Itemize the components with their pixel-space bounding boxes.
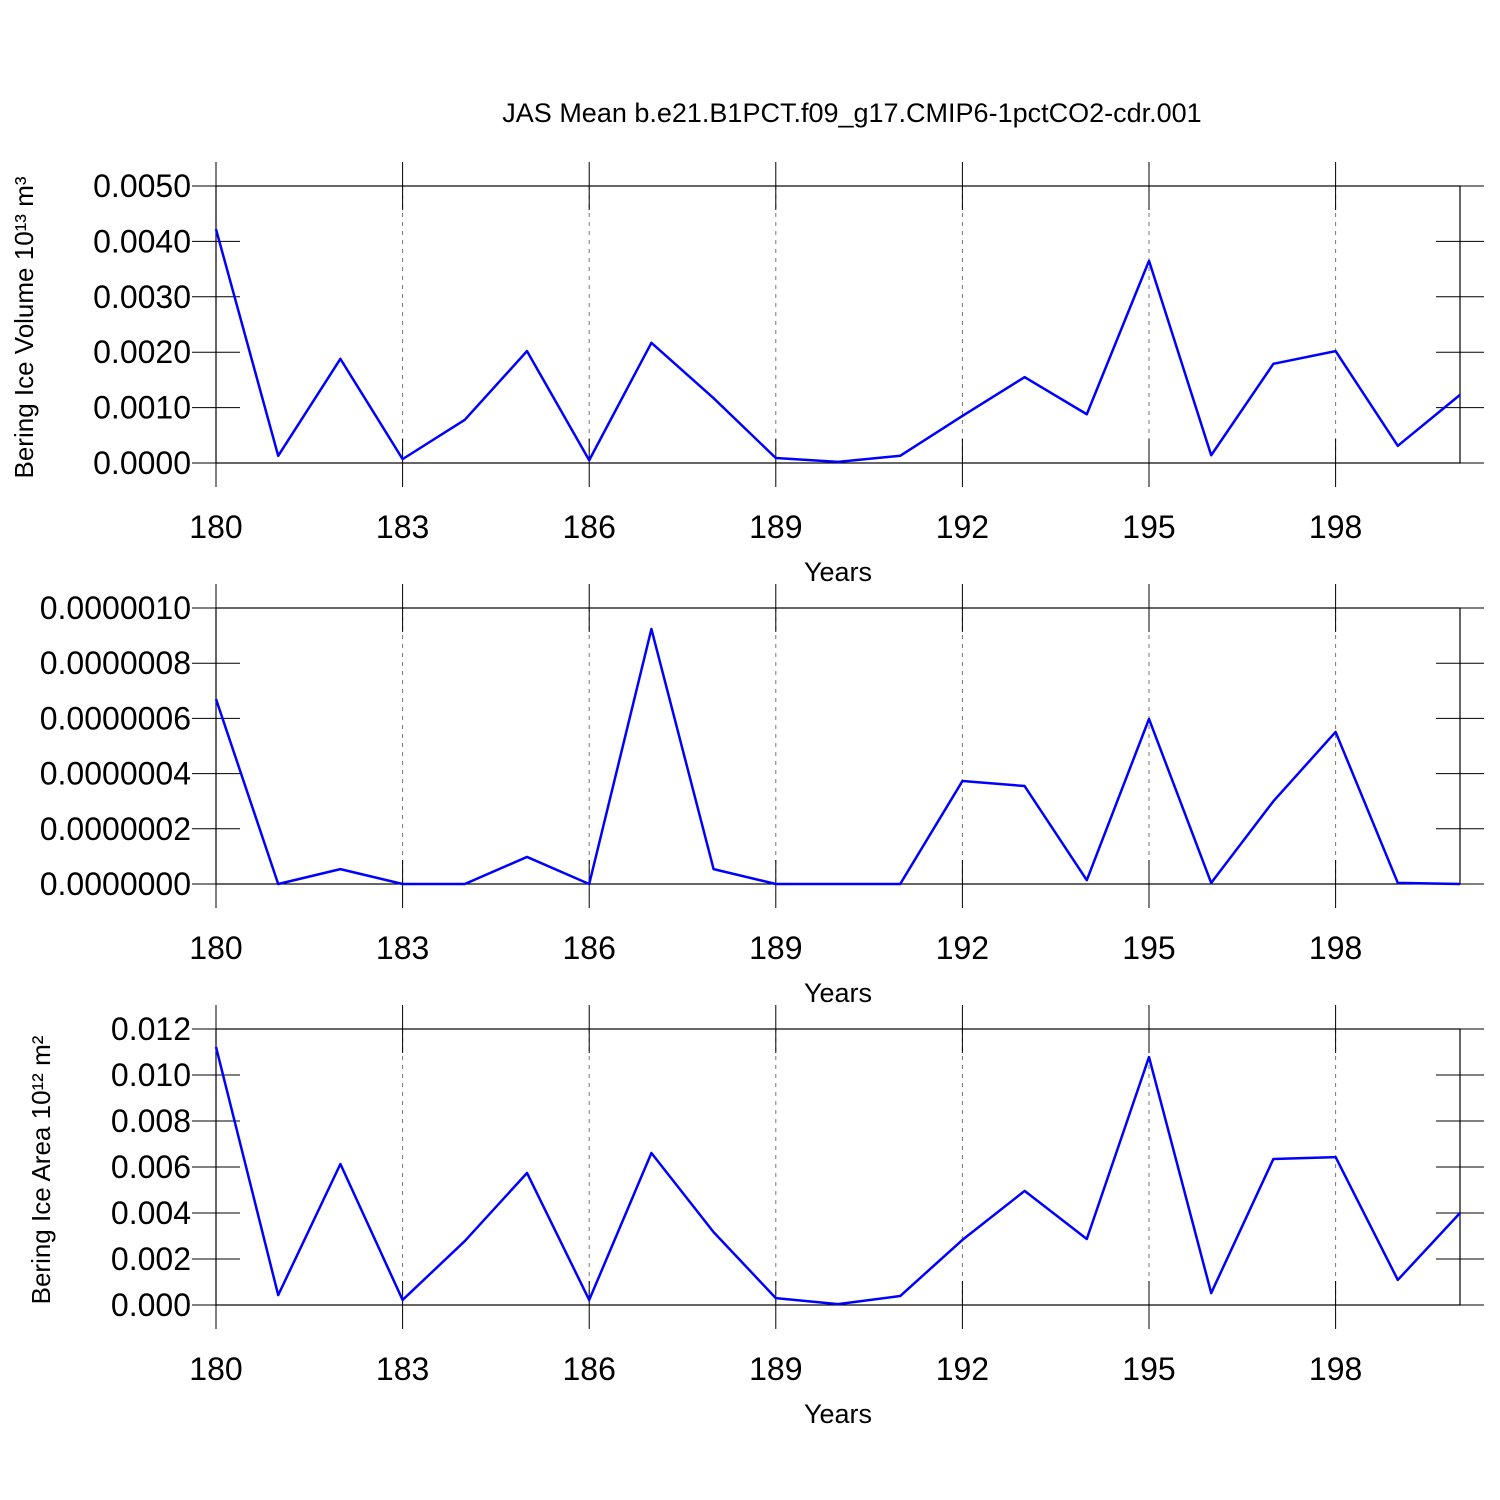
x-tick-label: 195 <box>1122 509 1175 545</box>
x-tick-label: 198 <box>1309 1351 1362 1387</box>
chart-title: JAS Mean b.e21.B1PCT.f09_g17.CMIP6-1pctC… <box>502 98 1201 128</box>
x-tick-label: 198 <box>1309 509 1362 545</box>
y-tick-label: 0.004 <box>111 1195 191 1231</box>
y-tick-label: 0.0000004 <box>40 756 191 792</box>
x-tick-label: 180 <box>189 509 242 545</box>
x-tick-label: 195 <box>1122 1351 1175 1387</box>
x-tick-label: 189 <box>749 930 802 966</box>
y-tick-label: 0.010 <box>111 1057 191 1093</box>
y-tick-label: 0.012 <box>111 1011 191 1047</box>
x-tick-label: 186 <box>563 1351 616 1387</box>
y-tick-label: 0.006 <box>111 1149 191 1185</box>
y-tick-label: 0.008 <box>111 1103 191 1139</box>
x-tick-label: 183 <box>376 930 429 966</box>
x-tick-label: 195 <box>1122 930 1175 966</box>
x-tick-label: 180 <box>189 1351 242 1387</box>
x-tick-label: 180 <box>189 930 242 966</box>
data-line <box>214 627 1461 886</box>
x-tick-label: 189 <box>749 1351 802 1387</box>
y-tick-label: 0.0000010 <box>40 590 191 626</box>
y-axis-label: Bering Ice Volume 10¹³ m³ <box>9 176 39 478</box>
y-tick-label: 0.0050 <box>93 168 191 204</box>
x-tick-label: 189 <box>749 509 802 545</box>
x-tick-label: 183 <box>376 509 429 545</box>
x-tick-label: 186 <box>563 509 616 545</box>
y-tick-label: 0.002 <box>111 1241 191 1277</box>
x-axis-label: Years <box>804 1399 872 1429</box>
y-tick-label: 0.0020 <box>93 334 191 370</box>
y-tick-label: 0.0030 <box>93 279 191 315</box>
x-tick-label: 186 <box>563 930 616 966</box>
x-axis-label: Years <box>804 978 872 1008</box>
y-tick-label: 0.0000002 <box>40 811 191 847</box>
x-tick-label: 198 <box>1309 930 1362 966</box>
x-tick-label: 183 <box>376 1351 429 1387</box>
data-line <box>214 228 1461 464</box>
y-tick-label: 0.0000000 <box>40 866 191 902</box>
x-tick-label: 192 <box>936 509 989 545</box>
data-line <box>214 1046 1461 1306</box>
y-tick-label: 0.0010 <box>93 390 191 426</box>
x-axis-label: Years <box>804 557 872 587</box>
x-tick-label: 192 <box>936 930 989 966</box>
y-tick-label: 0.0040 <box>93 223 191 259</box>
y-tick-label: 0.0000008 <box>40 645 191 681</box>
x-tick-label: 192 <box>936 1351 989 1387</box>
y-tick-label: 0.0000006 <box>40 700 191 736</box>
y-tick-label: 0.0000 <box>93 445 191 481</box>
y-tick-label: 0.000 <box>111 1287 191 1323</box>
y-axis-label: Bering Ice Area 10¹² m² <box>26 1035 56 1304</box>
